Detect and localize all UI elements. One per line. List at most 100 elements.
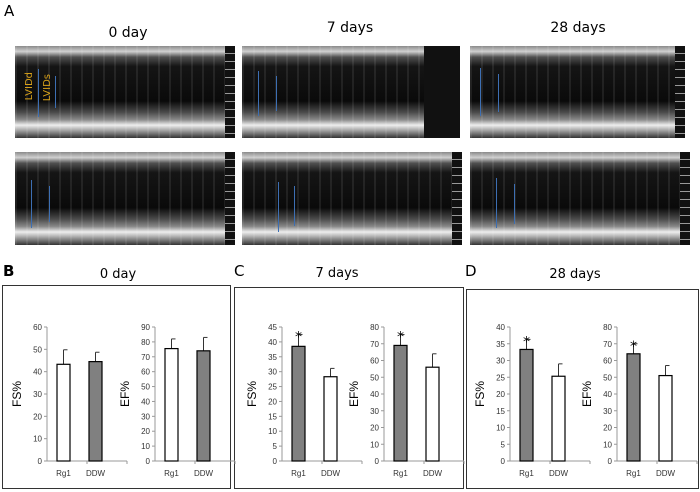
- echo-title-7-days: 7 days: [326, 20, 374, 36]
- y-tick-label: 20: [370, 424, 379, 433]
- y-tick-label: 20: [268, 397, 277, 406]
- lvidd-marker: [258, 71, 259, 116]
- chart-title-0-day: 0 day: [99, 267, 137, 282]
- significance-marker: *: [523, 334, 530, 350]
- y-axis-label: FS%: [245, 381, 259, 407]
- bar-rg1: [291, 345, 306, 462]
- y-tick-label: 50: [370, 373, 379, 382]
- y-tick-label: 40: [496, 323, 505, 332]
- y-tick-label: 45: [268, 323, 277, 332]
- y-tick-label: 25: [268, 383, 277, 392]
- y-tick-label: 0: [273, 457, 278, 466]
- x-tick-label: DDW: [656, 469, 676, 478]
- echo-image-ddw-0-day: [15, 152, 235, 245]
- bar-ddw: [323, 376, 338, 462]
- y-tick-label: 80: [603, 323, 612, 332]
- bar-rg1: [164, 347, 179, 462]
- x-tick-label: Rg1: [56, 469, 71, 478]
- lvidd-marker: [496, 178, 497, 228]
- y-tick-label: 50: [603, 373, 612, 382]
- chart-box-28-days: [466, 289, 699, 489]
- y-tick-label: 10: [603, 440, 612, 449]
- y-tick-label: 60: [603, 357, 612, 366]
- y-tick-label: 80: [141, 338, 150, 347]
- y-tick-label: 50: [141, 383, 150, 392]
- y-tick-label: 40: [33, 368, 42, 377]
- echo-title-0-day: 0 day: [108, 25, 148, 41]
- y-axis-label: FS%: [473, 381, 487, 407]
- y-tick-label: 0: [375, 457, 380, 466]
- y-tick-label: 30: [268, 368, 277, 377]
- y-tick-label: 30: [496, 357, 505, 366]
- y-tick-label: 0: [146, 457, 151, 466]
- bar-ddw: [425, 366, 440, 462]
- x-tick-label: DDW: [423, 469, 443, 478]
- y-tick-label: 70: [141, 353, 150, 362]
- y-tick-label: 40: [268, 338, 277, 347]
- bar-rg1: [56, 363, 71, 462]
- y-tick-label: 10: [496, 424, 505, 433]
- y-tick-label: 70: [603, 340, 612, 349]
- y-axis-label: FS%: [10, 381, 24, 407]
- y-tick-label: 5: [501, 440, 506, 449]
- y-tick-label: 10: [268, 427, 277, 436]
- bar-ddw: [88, 361, 103, 462]
- bar-ddw: [196, 350, 211, 462]
- chart-box-7-days: [234, 287, 464, 489]
- lvidd-marker: [278, 182, 279, 232]
- y-tick-label: 50: [33, 345, 42, 354]
- y-tick-label: 60: [141, 368, 150, 377]
- y-tick-label: 20: [496, 390, 505, 399]
- lvids-marker: [498, 74, 499, 112]
- x-tick-label: DDW: [549, 469, 569, 478]
- y-tick-label: 40: [370, 390, 379, 399]
- y-tick-label: 0: [608, 457, 613, 466]
- y-tick-label: 30: [370, 407, 379, 416]
- y-tick-label: 10: [141, 442, 150, 451]
- chart-box-0-day: [2, 285, 231, 489]
- lvids-marker: [55, 76, 56, 108]
- y-axis-label: EF%: [118, 381, 132, 407]
- chart-title-28-days: 28 days: [549, 267, 601, 282]
- y-tick-label: 5: [273, 442, 278, 451]
- y-tick-label: 25: [496, 373, 505, 382]
- x-tick-label: Rg1: [393, 469, 408, 478]
- bar-rg1: [626, 353, 641, 462]
- lvids-marker: [514, 184, 515, 224]
- lvids-marker: [294, 186, 295, 226]
- y-axis-label: EF%: [580, 381, 594, 407]
- y-tick-label: 60: [33, 323, 42, 332]
- lvidd-marker: [31, 180, 32, 228]
- panel-label-b: B: [3, 262, 15, 280]
- bar-rg1: [519, 348, 534, 462]
- y-tick-label: 0: [501, 457, 506, 466]
- echo-image-rg1-28-days: [470, 46, 685, 138]
- y-tick-label: 10: [33, 435, 42, 444]
- significance-marker: *: [295, 329, 302, 345]
- y-tick-label: 70: [370, 340, 379, 349]
- y-tick-label: 15: [496, 407, 505, 416]
- y-tick-label: 30: [603, 407, 612, 416]
- x-tick-label: Rg1: [164, 469, 179, 478]
- y-tick-label: 20: [33, 412, 42, 421]
- echo-image-ddw-28-days: [470, 152, 690, 245]
- y-tick-label: 30: [141, 412, 150, 421]
- x-tick-label: Rg1: [626, 469, 641, 478]
- y-tick-label: 80: [370, 323, 379, 332]
- bar-ddw: [658, 374, 673, 462]
- y-axis-label: EF%: [347, 381, 361, 407]
- x-tick-label: DDW: [86, 469, 106, 478]
- echo-title-28-days: 28 days: [550, 20, 606, 36]
- x-tick-label: Rg1: [291, 469, 306, 478]
- bar-ddw: [551, 375, 566, 462]
- panel-label-c: C: [234, 262, 245, 280]
- y-tick-label: 0: [38, 457, 43, 466]
- echo-image-rg1-0-day: LVIDd LVIDs: [15, 46, 235, 138]
- lvidd-marker: [480, 68, 481, 116]
- x-tick-label: DDW: [321, 469, 341, 478]
- x-tick-label: DDW: [194, 469, 214, 478]
- significance-marker: *: [630, 339, 637, 355]
- echo-image-ddw-7-days: [242, 152, 462, 245]
